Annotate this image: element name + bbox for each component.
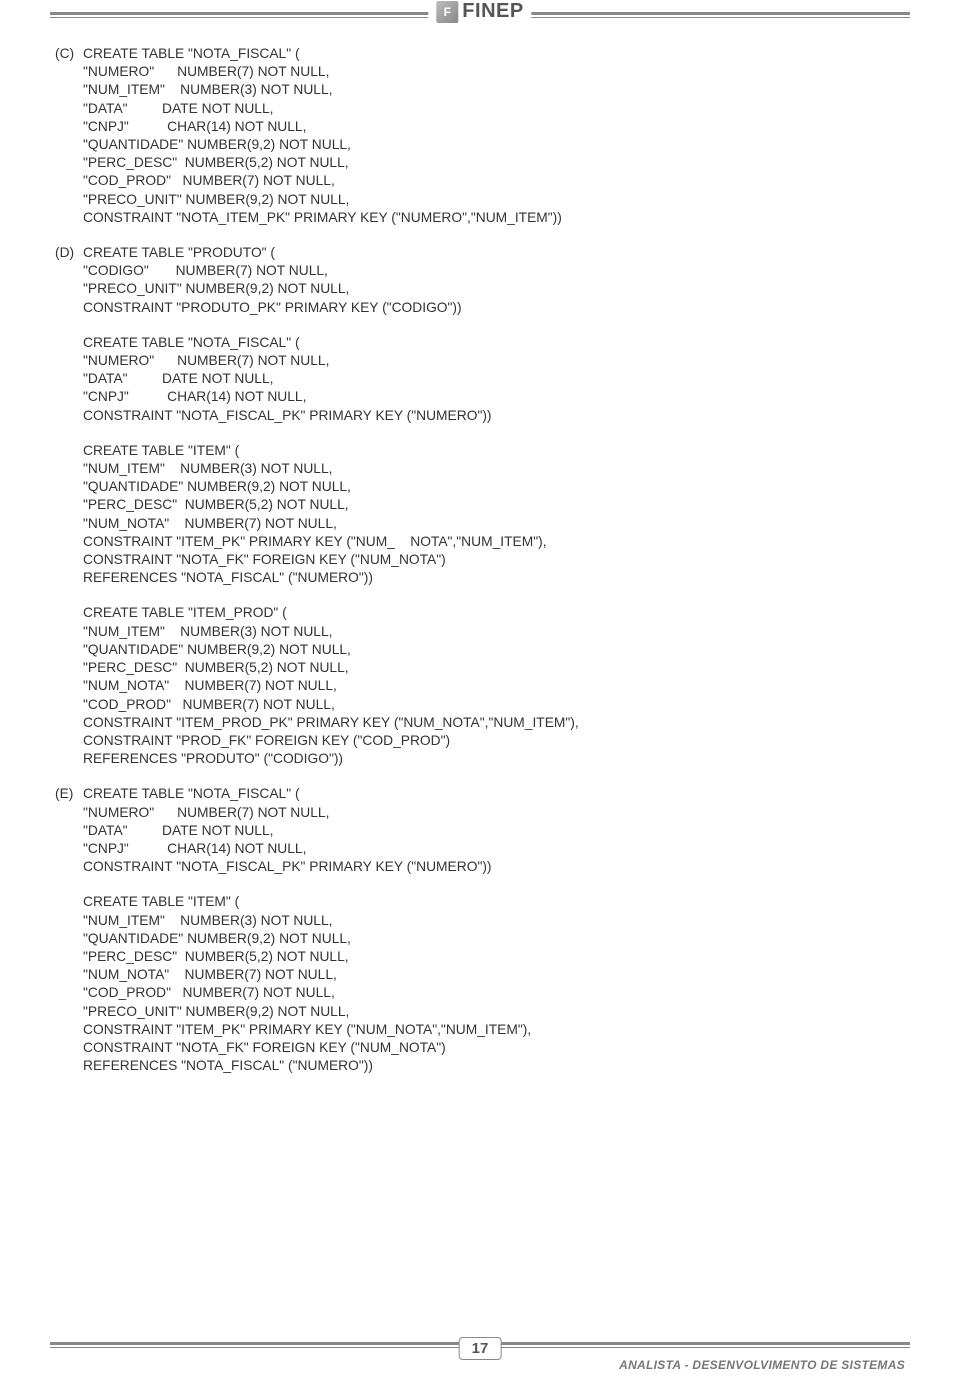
code-line: CREATE TABLE "ITEM_PROD" ( [55, 604, 905, 622]
code-line: CREATE TABLE "ITEM" ( [55, 442, 905, 460]
footer-title: ANALISTA - DESENVOLVIMENTO DE SISTEMAS [619, 1358, 905, 1372]
code-line: CONSTRAINT "NOTA_FK" FOREIGN KEY ("NUM_N… [55, 1039, 905, 1057]
brand-name: FINEP [462, 0, 523, 23]
code-line: "CNPJ" CHAR(14) NOT NULL, [55, 388, 905, 406]
code-line: "NUM_ITEM" NUMBER(3) NOT NULL, [55, 623, 905, 641]
code-line: REFERENCES "PRODUTO" ("CODIGO")) [55, 750, 905, 768]
code-line: "NUM_NOTA" NUMBER(7) NOT NULL, [55, 677, 905, 695]
code-line: CONSTRAINT "ITEM_PK" PRIMARY KEY ("NUM_N… [55, 1021, 905, 1039]
code-line: REFERENCES "NOTA_FISCAL" ("NUMERO")) [55, 569, 905, 587]
option-label: (E) [55, 785, 83, 803]
option-label: (C) [55, 45, 83, 63]
code-line: (E)CREATE TABLE "NOTA_FISCAL" ( [55, 785, 905, 803]
code-line: "PRECO_UNIT" NUMBER(9,2) NOT NULL, [55, 191, 905, 209]
code-line: "DATA" DATE NOT NULL, [55, 370, 905, 388]
code-line: "DATA" DATE NOT NULL, [55, 822, 905, 840]
code-line: "PRECO_UNIT" NUMBER(9,2) NOT NULL, [55, 280, 905, 298]
code-line: CONSTRAINT "ITEM_PK" PRIMARY KEY ("NUM_ … [55, 533, 905, 551]
code-line: "NUMERO" NUMBER(7) NOT NULL, [55, 63, 905, 81]
code-text: CREATE TABLE "NOTA_FISCAL" ( [83, 786, 300, 801]
code-line: CONSTRAINT "ITEM_PROD_PK" PRIMARY KEY ("… [55, 714, 905, 732]
code-line: "PERC_DESC" NUMBER(5,2) NOT NULL, [55, 948, 905, 966]
document-body: (C)CREATE TABLE "NOTA_FISCAL" ("NUMERO" … [55, 45, 905, 1092]
code-line: CONSTRAINT "PROD_FK" FOREIGN KEY ("COD_P… [55, 732, 905, 750]
code-line: "COD_PROD" NUMBER(7) NOT NULL, [55, 172, 905, 190]
sql-block: (E)CREATE TABLE "NOTA_FISCAL" ("NUMERO" … [55, 785, 905, 876]
code-line: "DATA" DATE NOT NULL, [55, 100, 905, 118]
page-number: 17 [459, 1337, 502, 1360]
code-line: (C)CREATE TABLE "NOTA_FISCAL" ( [55, 45, 905, 63]
code-line: CREATE TABLE "NOTA_FISCAL" ( [55, 334, 905, 352]
option-label: (D) [55, 244, 83, 262]
code-line: CREATE TABLE "ITEM" ( [55, 893, 905, 911]
code-line: "PRECO_UNIT" NUMBER(9,2) NOT NULL, [55, 1003, 905, 1021]
code-line: "QUANTIDADE" NUMBER(9,2) NOT NULL, [55, 136, 905, 154]
code-line: "CNPJ" CHAR(14) NOT NULL, [55, 840, 905, 858]
sql-block: (C)CREATE TABLE "NOTA_FISCAL" ("NUMERO" … [55, 45, 905, 227]
sql-block: (D)CREATE TABLE "PRODUTO" ("CODIGO" NUMB… [55, 244, 905, 317]
code-line: CONSTRAINT "PRODUTO_PK" PRIMARY KEY ("CO… [55, 299, 905, 317]
code-line: (D)CREATE TABLE "PRODUTO" ( [55, 244, 905, 262]
sql-block: CREATE TABLE "ITEM" ("NUM_ITEM" NUMBER(3… [55, 442, 905, 588]
code-line: "NUM_ITEM" NUMBER(3) NOT NULL, [55, 912, 905, 930]
code-line: CONSTRAINT "NOTA_FISCAL_PK" PRIMARY KEY … [55, 858, 905, 876]
code-line: "NUMERO" NUMBER(7) NOT NULL, [55, 352, 905, 370]
code-line: "QUANTIDADE" NUMBER(9,2) NOT NULL, [55, 641, 905, 659]
sql-block: CREATE TABLE "NOTA_FISCAL" ("NUMERO" NUM… [55, 334, 905, 425]
header-logo: F FINEP [428, 0, 531, 23]
code-line: "CNPJ" CHAR(14) NOT NULL, [55, 118, 905, 136]
code-line: "PERC_DESC" NUMBER(5,2) NOT NULL, [55, 154, 905, 172]
logo-glyph: F [444, 5, 451, 19]
code-line: "NUM_ITEM" NUMBER(3) NOT NULL, [55, 460, 905, 478]
code-line: CONSTRAINT "NOTA_ITEM_PK" PRIMARY KEY ("… [55, 209, 905, 227]
code-line: "NUMERO" NUMBER(7) NOT NULL, [55, 804, 905, 822]
code-line: REFERENCES "NOTA_FISCAL" ("NUMERO")) [55, 1057, 905, 1075]
sql-block: CREATE TABLE "ITEM_PROD" ("NUM_ITEM" NUM… [55, 604, 905, 768]
code-line: "NUM_ITEM" NUMBER(3) NOT NULL, [55, 81, 905, 99]
code-line: CONSTRAINT "NOTA_FK" FOREIGN KEY ("NUM_N… [55, 551, 905, 569]
code-line: "PERC_DESC" NUMBER(5,2) NOT NULL, [55, 496, 905, 514]
code-line: "QUANTIDADE" NUMBER(9,2) NOT NULL, [55, 478, 905, 496]
code-line: "NUM_NOTA" NUMBER(7) NOT NULL, [55, 966, 905, 984]
code-line: "COD_PROD" NUMBER(7) NOT NULL, [55, 984, 905, 1002]
code-line: "QUANTIDADE" NUMBER(9,2) NOT NULL, [55, 930, 905, 948]
logo-icon: F [436, 1, 458, 23]
code-line: "PERC_DESC" NUMBER(5,2) NOT NULL, [55, 659, 905, 677]
code-text: CREATE TABLE "PRODUTO" ( [83, 245, 275, 260]
sql-block: CREATE TABLE "ITEM" ("NUM_ITEM" NUMBER(3… [55, 893, 905, 1075]
code-line: CONSTRAINT "NOTA_FISCAL_PK" PRIMARY KEY … [55, 407, 905, 425]
code-line: "NUM_NOTA" NUMBER(7) NOT NULL, [55, 515, 905, 533]
code-line: "CODIGO" NUMBER(7) NOT NULL, [55, 262, 905, 280]
code-line: "COD_PROD" NUMBER(7) NOT NULL, [55, 696, 905, 714]
code-text: CREATE TABLE "NOTA_FISCAL" ( [83, 46, 300, 61]
